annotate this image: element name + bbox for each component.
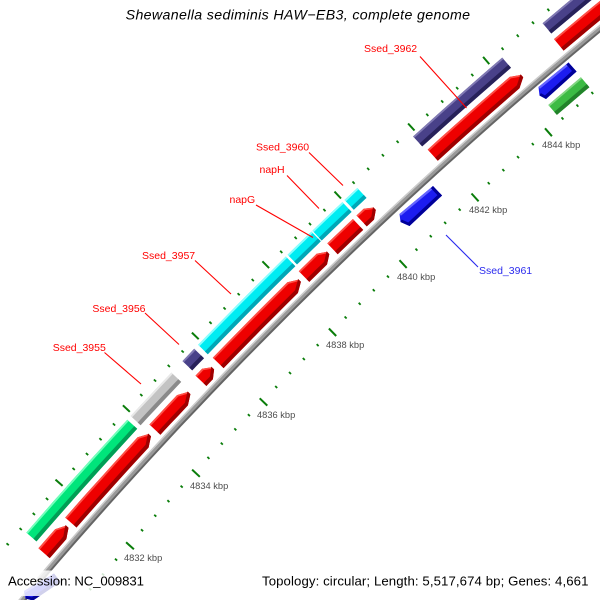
svg-text:4834 kbp: 4834 kbp: [190, 481, 228, 491]
svg-text:Topology: circular; Length: 5,: Topology: circular; Length: 5,517,674 bp…: [262, 574, 589, 589]
svg-text:4838 kbp: 4838 kbp: [326, 340, 364, 350]
svg-text:Accession: NC_009831: Accession: NC_009831: [8, 574, 144, 589]
svg-text:Ssed_3961: Ssed_3961: [479, 265, 532, 277]
svg-text:Ssed_3962: Ssed_3962: [364, 43, 417, 55]
svg-text:4844 kbp: 4844 kbp: [542, 140, 580, 150]
svg-text:Shewanella sediminis HAW−EB3,: Shewanella sediminis HAW−EB3, complete g…: [126, 8, 471, 24]
svg-text:Ssed_3957: Ssed_3957: [142, 250, 195, 262]
svg-text:4832 kbp: 4832 kbp: [124, 553, 162, 563]
svg-text:napH: napH: [260, 164, 285, 176]
svg-text:4836 kbp: 4836 kbp: [257, 410, 295, 420]
svg-text:Ssed_3960: Ssed_3960: [256, 142, 309, 154]
svg-text:Ssed_3956: Ssed_3956: [92, 303, 145, 315]
svg-text:napG: napG: [230, 194, 256, 206]
svg-text:Ssed_3955: Ssed_3955: [53, 342, 106, 354]
svg-text:4842 kbp: 4842 kbp: [469, 205, 507, 215]
svg-text:4840 kbp: 4840 kbp: [397, 272, 435, 282]
